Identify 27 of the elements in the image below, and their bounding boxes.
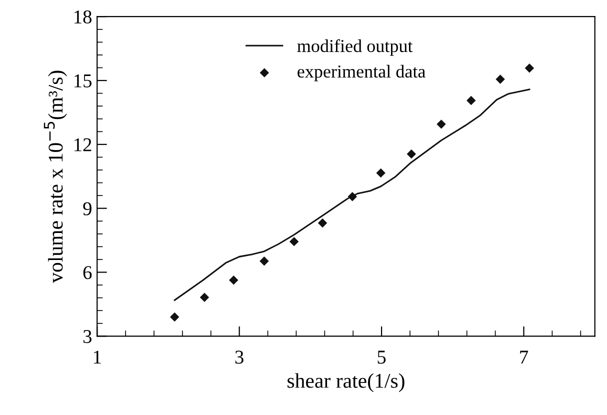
legend-label: modified output	[297, 39, 413, 56]
legend-label: experimental data	[298, 64, 426, 82]
y-tick-label: 6	[83, 266, 92, 280]
point	[318, 218, 328, 228]
point	[406, 149, 416, 159]
x-tick-label: 5	[378, 350, 386, 364]
point	[260, 256, 269, 266]
x-tick-label: 1	[94, 350, 101, 364]
y-tick-label: 3	[83, 330, 92, 344]
point	[376, 168, 386, 178]
point	[170, 312, 180, 322]
y-axis-title: volume rate x 10$^{−5}$(m³/s)	[44, 70, 67, 283]
point	[524, 64, 534, 73]
point	[289, 236, 299, 246]
y-tick-label: 15	[74, 74, 92, 88]
point	[436, 120, 446, 129]
point	[229, 276, 238, 285]
x-tick-label: 3	[235, 350, 244, 364]
y-tick-label: 18	[74, 10, 92, 24]
point	[466, 96, 476, 106]
line-series	[174, 88, 530, 301]
point	[496, 74, 505, 84]
point	[200, 292, 210, 302]
x-axis-title: shear rate(1/s)	[288, 373, 404, 392]
y-tick-label: 12	[74, 138, 92, 152]
x-tick-label: 7	[520, 350, 528, 364]
y-tick-label: 9	[83, 202, 92, 216]
